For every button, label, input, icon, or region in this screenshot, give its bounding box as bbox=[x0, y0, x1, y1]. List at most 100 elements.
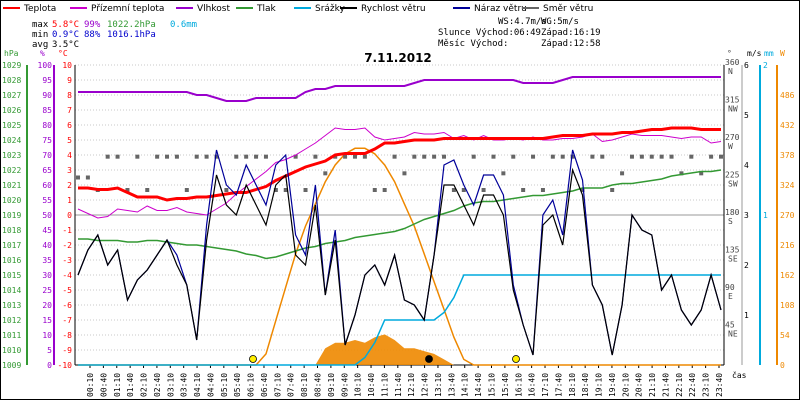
wind-direction-point bbox=[234, 154, 239, 159]
tick-label-dir: 45 bbox=[725, 321, 735, 330]
tick-label-dir: 270 bbox=[725, 133, 740, 142]
wind-direction-point bbox=[442, 154, 447, 159]
tick-label-degc: 1 bbox=[67, 196, 72, 205]
tick-label-hpa: 1029 bbox=[2, 61, 21, 70]
tick-label-dir: 315 bbox=[725, 96, 740, 105]
wind-direction-point bbox=[669, 154, 674, 159]
x-tick-label: 07:10 bbox=[273, 373, 282, 397]
tick-label-dir-compass: NE bbox=[728, 330, 738, 339]
x-tick-label: 09:10 bbox=[327, 373, 336, 397]
x-tick-label: 22:40 bbox=[688, 373, 697, 397]
wind-direction-point bbox=[273, 188, 278, 192]
wind-direction-point bbox=[481, 188, 486, 192]
legend-label-6: Náraz větru bbox=[474, 4, 527, 14]
x-tick-label: 00:10 bbox=[86, 373, 95, 397]
tick-label-degc: -9 bbox=[62, 346, 72, 355]
wind-direction-point bbox=[194, 154, 199, 159]
stats-max-humidity: 99% bbox=[84, 20, 101, 30]
wind-direction-point bbox=[85, 175, 90, 180]
tick-label-hpa: 1017 bbox=[2, 241, 21, 250]
tick-label-pct: 5 bbox=[47, 346, 52, 355]
tick-label-wm2: 378 bbox=[780, 151, 795, 160]
tick-label-hpa: 1014 bbox=[2, 286, 21, 295]
wind-direction-point bbox=[105, 154, 110, 159]
wind-direction-point bbox=[531, 154, 536, 159]
tick-label-degc: -10 bbox=[58, 361, 73, 370]
sunrise-marker bbox=[249, 355, 257, 363]
wind-direction-point bbox=[570, 154, 575, 159]
x-tick-label: 23:40 bbox=[715, 373, 724, 397]
tick-label-degc: 2 bbox=[67, 181, 72, 190]
legend-label-4: Srážky bbox=[315, 4, 346, 14]
moonset-marker bbox=[425, 355, 433, 363]
tick-label-wm2: 54 bbox=[780, 331, 790, 340]
info-wind-gust: WG:5m/s bbox=[541, 17, 579, 27]
tick-label-hpa: 1020 bbox=[2, 196, 21, 205]
tick-label-pct: 100 bbox=[38, 61, 53, 70]
tick-label-degc: -1 bbox=[62, 226, 72, 235]
tick-label-ms: 2 bbox=[744, 261, 749, 270]
tick-label-hpa: 1013 bbox=[2, 301, 21, 310]
x-tick-label: 08:10 bbox=[300, 373, 309, 397]
x-tick-label: 11:40 bbox=[394, 373, 403, 397]
tick-label-pct: 35 bbox=[42, 256, 52, 265]
tick-label-dir: 360 bbox=[725, 58, 740, 67]
wind-direction-point bbox=[145, 188, 150, 192]
x-tick-label: 03:40 bbox=[180, 373, 189, 397]
x-tick-label: 21:10 bbox=[648, 373, 657, 397]
wind-direction-point bbox=[313, 154, 318, 159]
tick-label-pct: 65 bbox=[42, 166, 52, 175]
tick-label-ms: 5 bbox=[744, 111, 749, 120]
tick-label-hpa: 1024 bbox=[2, 136, 21, 145]
x-tick-label: 13:40 bbox=[447, 373, 456, 397]
tick-label-dir: 180 bbox=[725, 208, 740, 217]
tick-label-pct: 25 bbox=[42, 286, 52, 295]
tick-label-hpa: 1027 bbox=[2, 91, 21, 100]
wind-direction-point bbox=[491, 154, 496, 159]
info-moonset: Západ:12:58 bbox=[541, 39, 601, 49]
tick-label-hpa: 1022 bbox=[2, 166, 21, 175]
tick-label-pct: 75 bbox=[42, 136, 52, 145]
tick-label-pct: 15 bbox=[42, 316, 52, 325]
tick-label-mm: 2 bbox=[763, 61, 768, 70]
tick-label-hpa: 1019 bbox=[2, 211, 21, 220]
wind-direction-point bbox=[155, 154, 160, 159]
tick-label-degc: 0 bbox=[67, 211, 72, 220]
tick-label-hpa: 1021 bbox=[2, 181, 21, 190]
wind-direction-point bbox=[303, 188, 308, 192]
tick-label-ms: 1 bbox=[744, 311, 749, 320]
x-tick-label: 15:10 bbox=[487, 373, 496, 397]
tick-label-hpa: 1016 bbox=[2, 256, 21, 265]
wind-direction-point bbox=[422, 154, 427, 159]
x-tick-label: 05:40 bbox=[233, 373, 242, 397]
wind-direction-point bbox=[165, 154, 170, 159]
stats-min-label: min bbox=[32, 30, 48, 40]
x-tick-label: 04:10 bbox=[193, 373, 202, 397]
wind-direction-point bbox=[323, 171, 328, 176]
wind-direction-point bbox=[461, 188, 466, 192]
axis-ms-unit: m/s bbox=[747, 49, 762, 58]
x-tick-label: 08:40 bbox=[314, 373, 323, 397]
tick-label-ms: 6 bbox=[744, 61, 749, 70]
wind-direction-point bbox=[699, 171, 704, 176]
stats-min-humidity: 88% bbox=[84, 30, 101, 40]
tick-label-degc: 6 bbox=[67, 121, 72, 130]
wind-direction-point bbox=[600, 154, 605, 159]
wind-direction-point bbox=[382, 188, 387, 192]
wind-direction-point bbox=[224, 188, 229, 192]
series-humidity bbox=[78, 76, 721, 102]
tick-label-pct: 40 bbox=[42, 241, 52, 250]
x-tick-label: 16:40 bbox=[528, 373, 537, 397]
stats-min-temp: 0.9°C bbox=[52, 30, 79, 40]
stats-block: max 5.8°C 99% 1022.2hPa 0.6mm min 0.9°C … bbox=[32, 20, 197, 50]
tick-label-hpa: 1012 bbox=[2, 316, 21, 325]
wind-direction-point bbox=[352, 154, 357, 159]
info-sunset: Západ:16:19 bbox=[541, 28, 601, 38]
tick-label-pct: 0 bbox=[47, 361, 52, 370]
tick-label-degc: -4 bbox=[62, 271, 72, 280]
wind-direction-point bbox=[76, 175, 80, 180]
x-tick-label: 20:40 bbox=[635, 373, 644, 397]
wind-direction-point bbox=[639, 154, 644, 159]
wind-direction-point bbox=[135, 154, 140, 159]
